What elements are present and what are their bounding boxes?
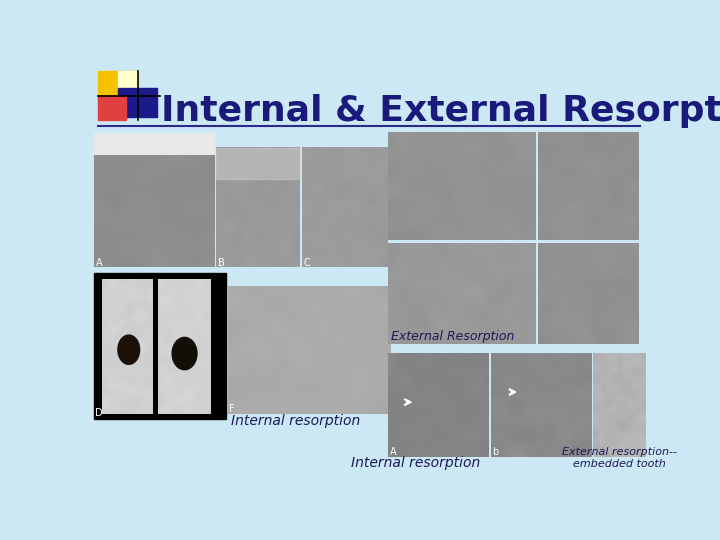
Ellipse shape <box>172 338 197 370</box>
Text: Internal resorption: Internal resorption <box>231 414 360 428</box>
Bar <box>118 88 157 117</box>
Text: Internal resorption: Internal resorption <box>351 456 480 470</box>
Bar <box>98 71 138 105</box>
Bar <box>94 273 225 419</box>
Text: F: F <box>230 404 235 414</box>
Text: b: b <box>492 447 498 457</box>
Bar <box>118 71 138 88</box>
Bar <box>216 148 300 179</box>
Text: Internal & External Resorption: Internal & External Resorption <box>161 94 720 128</box>
Text: External Resorption: External Resorption <box>391 330 514 343</box>
Bar <box>98 96 126 120</box>
Text: External resorption--
embedded tooth: External resorption-- embedded tooth <box>562 447 677 469</box>
Text: D: D <box>96 408 103 418</box>
Text: B: B <box>218 258 225 268</box>
Ellipse shape <box>118 335 140 365</box>
Text: A: A <box>96 258 102 268</box>
Text: A: A <box>390 447 397 457</box>
Bar <box>94 132 214 156</box>
Text: C: C <box>303 258 310 268</box>
